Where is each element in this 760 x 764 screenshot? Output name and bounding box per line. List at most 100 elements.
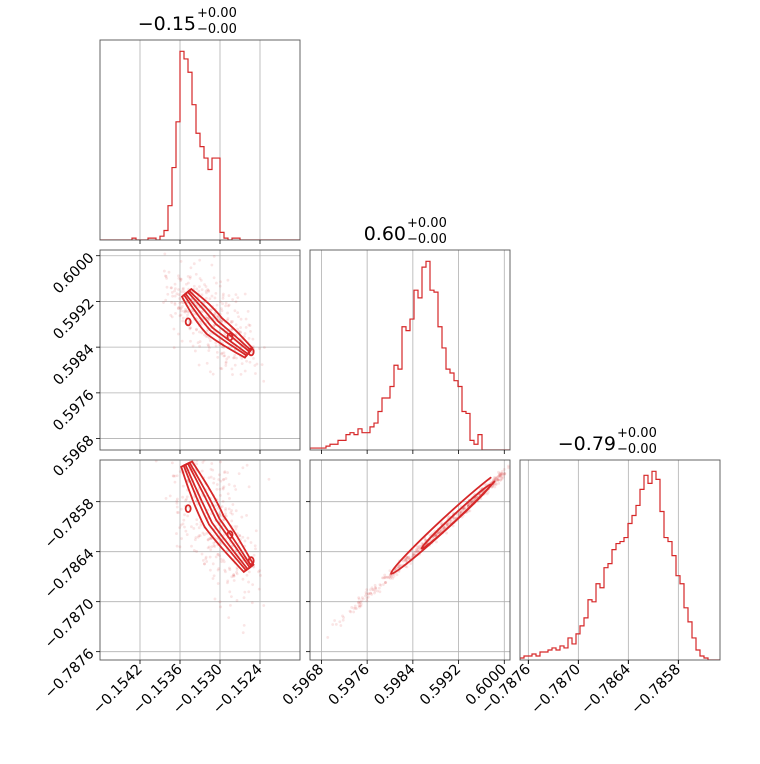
sample-point (494, 477, 498, 481)
sample-point (226, 579, 230, 583)
sample-point (500, 477, 504, 481)
sample-point (233, 309, 237, 313)
sample-point (200, 331, 204, 335)
sample-point (234, 323, 238, 327)
sample-point (219, 460, 222, 464)
sample-point (205, 291, 208, 295)
sample-point (469, 500, 473, 504)
sample-point (235, 566, 239, 570)
sample-point (220, 367, 224, 371)
sample-point (468, 501, 472, 505)
sample-point (448, 521, 451, 525)
sample-point (181, 484, 185, 488)
sample-point (341, 614, 344, 618)
sample-point (246, 309, 250, 313)
sample-point (350, 606, 354, 609)
sample-point (382, 583, 385, 586)
sample-point (244, 325, 248, 329)
sample-point (229, 511, 233, 515)
sample-point (471, 500, 474, 504)
sample-point (165, 285, 169, 289)
sample-point (486, 490, 490, 494)
sample-point (227, 355, 231, 359)
sample-point (355, 607, 358, 610)
sample-point (493, 485, 497, 489)
sample-point (208, 555, 212, 559)
sample-point (389, 576, 392, 580)
sample-point (352, 606, 356, 610)
sample-point (219, 605, 222, 609)
sample-point (215, 483, 219, 486)
sample-point (230, 367, 234, 371)
sample-point (326, 636, 330, 639)
sample-point (182, 518, 186, 522)
sample-point (175, 544, 179, 548)
sample-point (331, 623, 335, 626)
sample-point (360, 596, 364, 600)
sample-point (360, 599, 363, 603)
sample-point (212, 254, 216, 258)
sample-point (241, 631, 245, 635)
sample-point (396, 565, 400, 569)
sample-point (184, 499, 188, 502)
sample-point (175, 497, 179, 501)
sample-point (500, 470, 504, 473)
sample-point (243, 332, 247, 335)
sample-point (184, 309, 188, 313)
sample-point (162, 427, 165, 430)
sample-point (197, 534, 201, 538)
sample-point (195, 328, 198, 332)
sample-point (186, 514, 190, 518)
sample-point (467, 503, 471, 506)
sample-point (392, 574, 396, 578)
sample-point (206, 343, 210, 347)
sample-point (179, 300, 183, 304)
sample-point (492, 478, 496, 482)
sample-point (213, 404, 216, 407)
param-title-plus: +0.00 (197, 6, 237, 21)
sample-point (401, 559, 405, 563)
sample-point (172, 474, 176, 478)
sample-point (441, 527, 445, 531)
sample-point (470, 500, 474, 503)
sample-point (216, 568, 220, 572)
sample-point (235, 568, 239, 571)
sample-point (188, 452, 191, 455)
sample-point (243, 539, 247, 543)
sample-point (357, 597, 361, 601)
sample-point (170, 315, 174, 319)
sample-point (218, 284, 222, 288)
sample-point (208, 537, 212, 540)
param-title-plus: +0.00 (407, 216, 447, 231)
sample-point (209, 332, 212, 335)
sample-point (466, 504, 470, 508)
sample-point (224, 364, 228, 367)
sample-point (204, 445, 207, 448)
sample-point (254, 529, 258, 533)
sample-point (225, 549, 229, 553)
sample-point (212, 442, 215, 445)
sample-point (217, 478, 221, 481)
sample-point (212, 477, 216, 480)
sample-point (221, 294, 225, 298)
sample-point (253, 544, 257, 548)
sample-point (237, 472, 241, 476)
sample-point (166, 292, 170, 296)
sample-point (404, 558, 408, 562)
sample-point (501, 473, 505, 477)
sample-point (364, 590, 368, 594)
sample-point (216, 507, 220, 510)
sample-point (222, 477, 226, 481)
sample-point (176, 439, 179, 442)
sample-point (174, 428, 177, 431)
sample-point (243, 292, 247, 296)
sample-point (194, 272, 198, 276)
sample-point (220, 309, 224, 313)
sample-point (240, 515, 244, 519)
sample-point (370, 586, 374, 590)
sample-point (184, 282, 188, 286)
sample-point (498, 475, 502, 479)
sample-point (176, 436, 179, 439)
sample-point (203, 450, 206, 453)
sample-point (199, 278, 203, 282)
